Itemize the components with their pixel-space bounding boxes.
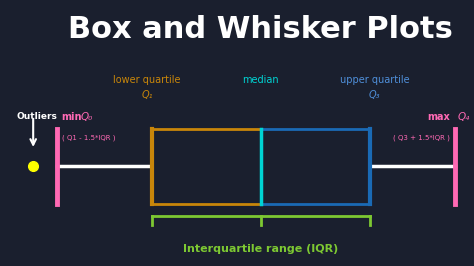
Text: Box and Whisker Plots: Box and Whisker Plots (68, 15, 453, 44)
Text: Q₃: Q₃ (369, 90, 380, 100)
Text: upper quartile: upper quartile (340, 76, 409, 85)
Text: Outliers: Outliers (17, 112, 57, 121)
Text: ( Q1 - 1.5*IQR ): ( Q1 - 1.5*IQR ) (62, 134, 115, 141)
Text: 25%: 25% (193, 190, 219, 201)
Text: median: median (242, 76, 279, 85)
Text: Interquartile range (IQR): Interquartile range (IQR) (183, 244, 338, 254)
Bar (152, 129, 261, 204)
Text: Q₄: Q₄ (457, 112, 470, 122)
Bar (261, 129, 370, 204)
Text: 25%: 25% (302, 190, 328, 201)
Text: min: min (62, 112, 82, 122)
Text: lower quartile: lower quartile (113, 76, 181, 85)
Text: Q₁: Q₁ (141, 90, 153, 100)
Bar (152, 129, 370, 204)
Text: Q₀: Q₀ (81, 112, 93, 122)
Text: max: max (428, 112, 450, 122)
Text: ( Q3 + 1.5*IQR ): ( Q3 + 1.5*IQR ) (393, 134, 450, 141)
